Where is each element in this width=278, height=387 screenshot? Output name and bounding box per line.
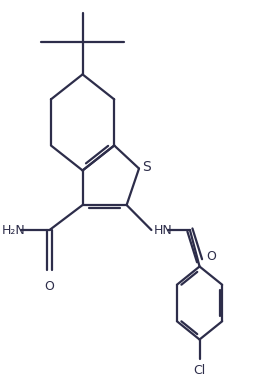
Text: O: O <box>207 250 216 264</box>
Text: H₂N: H₂N <box>1 224 25 236</box>
Text: HN: HN <box>154 224 173 236</box>
Text: O: O <box>44 280 54 293</box>
Text: Cl: Cl <box>193 365 206 377</box>
Text: S: S <box>142 159 150 174</box>
